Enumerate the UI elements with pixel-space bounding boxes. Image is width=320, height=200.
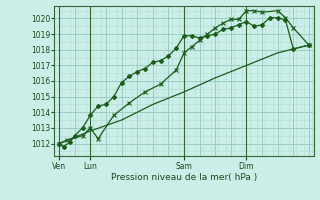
X-axis label: Pression niveau de la mer( hPa ): Pression niveau de la mer( hPa )	[111, 173, 257, 182]
